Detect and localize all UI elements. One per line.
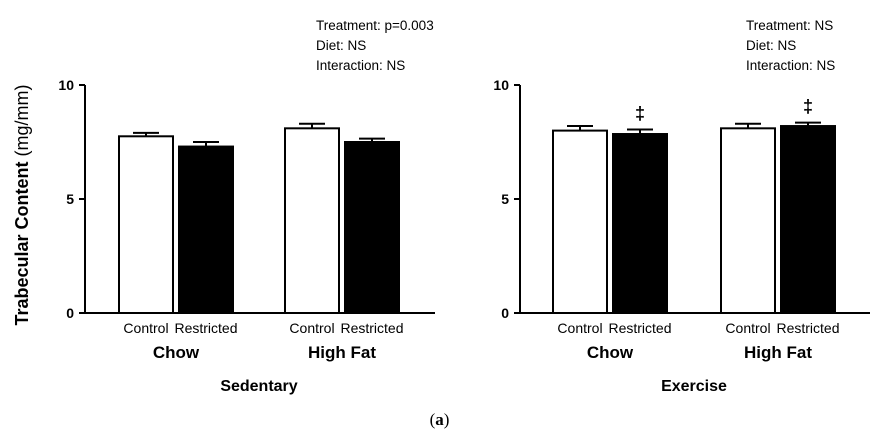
y-tick-label: 5 bbox=[501, 191, 509, 207]
treatment-label: Restricted bbox=[340, 320, 403, 336]
y-tick-label: 10 bbox=[493, 77, 509, 93]
stats-interaction: Interaction: NS bbox=[746, 58, 836, 73]
treatment-label: Control bbox=[557, 320, 602, 336]
stats-sedentary: Treatment: p=0.003 Diet: NS Interaction:… bbox=[316, 16, 434, 76]
treatment-label: Restricted bbox=[608, 320, 671, 336]
bar-restricted bbox=[780, 125, 836, 315]
bar-control bbox=[118, 135, 174, 314]
stats-treatment: Treatment: p=0.003 bbox=[316, 18, 434, 33]
bar-restricted bbox=[612, 133, 668, 314]
group-label: Sedentary bbox=[220, 378, 297, 395]
significance-marker: ‡ bbox=[635, 103, 645, 123]
treatment-label: Restricted bbox=[174, 320, 237, 336]
bar-restricted bbox=[344, 141, 400, 314]
stats-diet: Diet: NS bbox=[316, 38, 367, 53]
category-label: Chow bbox=[153, 343, 200, 362]
significance-marker: ‡ bbox=[803, 97, 813, 117]
treatment-label: Control bbox=[289, 320, 334, 336]
category-label: Chow bbox=[587, 343, 634, 362]
y-tick-label: 0 bbox=[66, 305, 74, 321]
bar-control bbox=[552, 129, 608, 314]
y-tick-label: 10 bbox=[58, 77, 74, 93]
stats-interaction: Interaction: NS bbox=[316, 58, 406, 73]
category-label: High Fat bbox=[744, 343, 812, 362]
bar-control bbox=[284, 127, 340, 314]
figure-caption: (a) bbox=[429, 410, 450, 429]
treatment-label: Control bbox=[123, 320, 168, 336]
y-axis-label-unit: (mg/mm) bbox=[12, 84, 32, 156]
stats-treatment: Treatment: NS bbox=[746, 18, 834, 33]
stats-exercise: Treatment: NS Diet: NS Interaction: NS bbox=[746, 16, 835, 76]
y-axis-label-main: Trabecular Content bbox=[12, 156, 32, 325]
caption-letter: a bbox=[435, 410, 444, 429]
category-label: High Fat bbox=[308, 343, 376, 362]
stats-diet: Diet: NS bbox=[746, 38, 797, 53]
bar-control bbox=[720, 127, 776, 314]
y-tick-label: 0 bbox=[501, 305, 509, 321]
treatment-label: Restricted bbox=[776, 320, 839, 336]
group-label: Exercise bbox=[661, 378, 727, 395]
treatment-label: Control bbox=[725, 320, 770, 336]
y-axis-label: Trabecular Content (mg/mm) bbox=[12, 84, 32, 325]
y-tick-label: 5 bbox=[66, 191, 74, 207]
bar-restricted bbox=[178, 145, 234, 314]
